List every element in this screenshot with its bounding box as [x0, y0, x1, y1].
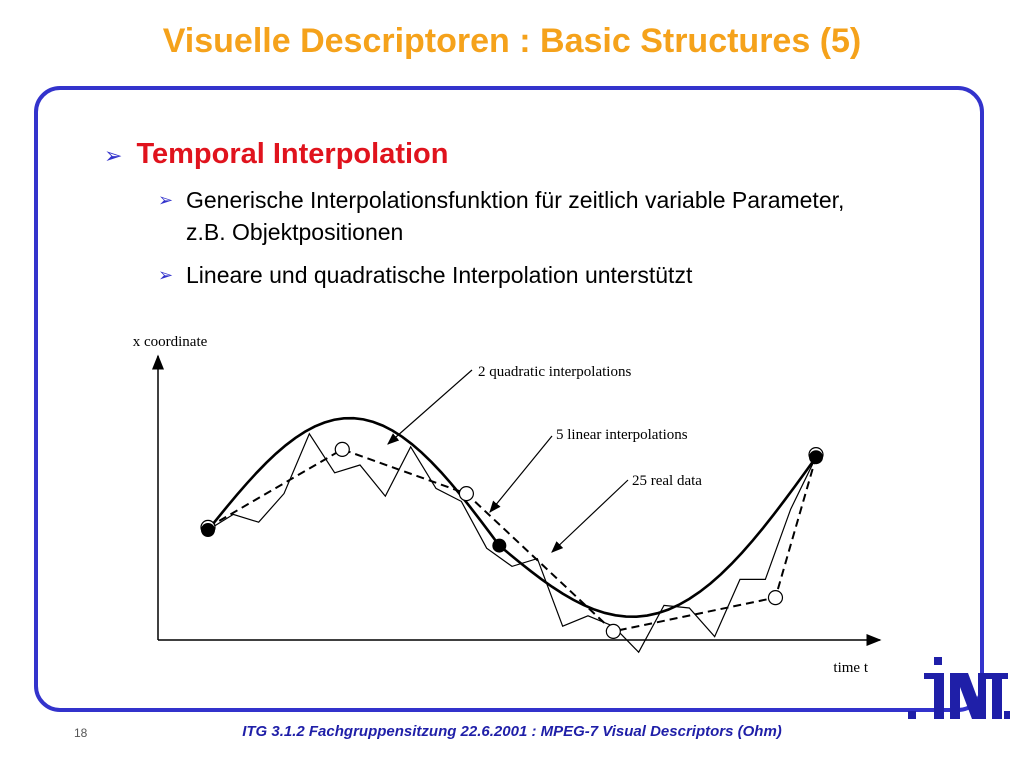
open-knot	[334, 441, 350, 457]
bullet-text: Temporal Interpolation	[136, 138, 449, 170]
content-frame	[34, 86, 984, 712]
annotation-linear-arrow	[489, 435, 553, 513]
open-knot	[605, 623, 621, 640]
annotation-real-data: 25 real data	[632, 473, 702, 489]
filled-knot	[809, 450, 823, 465]
series-linear	[207, 448, 817, 633]
annotation-quadratic: 2 quadratic interpolations	[478, 364, 631, 380]
series-quadratic	[206, 416, 818, 618]
series-real-data	[207, 432, 817, 654]
sub-bullet-1: ➢ Generische Interpolationsfunktion für …	[158, 184, 886, 248]
sub-bullet-text: Lineare und quadratische Interpolation u…	[186, 262, 693, 288]
filled-knot	[201, 523, 215, 537]
bullet-temporal-interpolation: ➢ Temporal Interpolation	[104, 138, 448, 171]
sub-bullet-text: Generische Interpolationsfunktion für ze…	[186, 187, 845, 245]
bullet-arrow-icon: ➢	[104, 143, 123, 168]
x-axis-label: time t	[833, 660, 868, 676]
int-logo-icon	[908, 657, 1010, 719]
slide-title: Visuelle Descriptoren : Basic Structures…	[162, 22, 862, 60]
y-axis-label: x coordinate	[133, 334, 208, 350]
annotation-real-data-arrow	[551, 479, 629, 553]
sub-bullet-2: ➢ Lineare und quadratische Interpolation…	[158, 259, 886, 291]
footer-text: ITG 3.1.2 Fachgruppensitzung 22.6.2001 :…	[242, 723, 782, 740]
open-knot	[458, 486, 474, 502]
page-number: 18	[74, 726, 88, 740]
filled-knot	[492, 538, 507, 553]
sub-bullet-arrow-icon: ➢	[158, 265, 174, 285]
sub-bullet-arrow-icon: ➢	[158, 190, 174, 210]
annotation-quadratic-arrow	[387, 369, 473, 445]
annotation-linear: 5 linear interpolations	[556, 427, 688, 443]
open-knot	[767, 589, 784, 606]
